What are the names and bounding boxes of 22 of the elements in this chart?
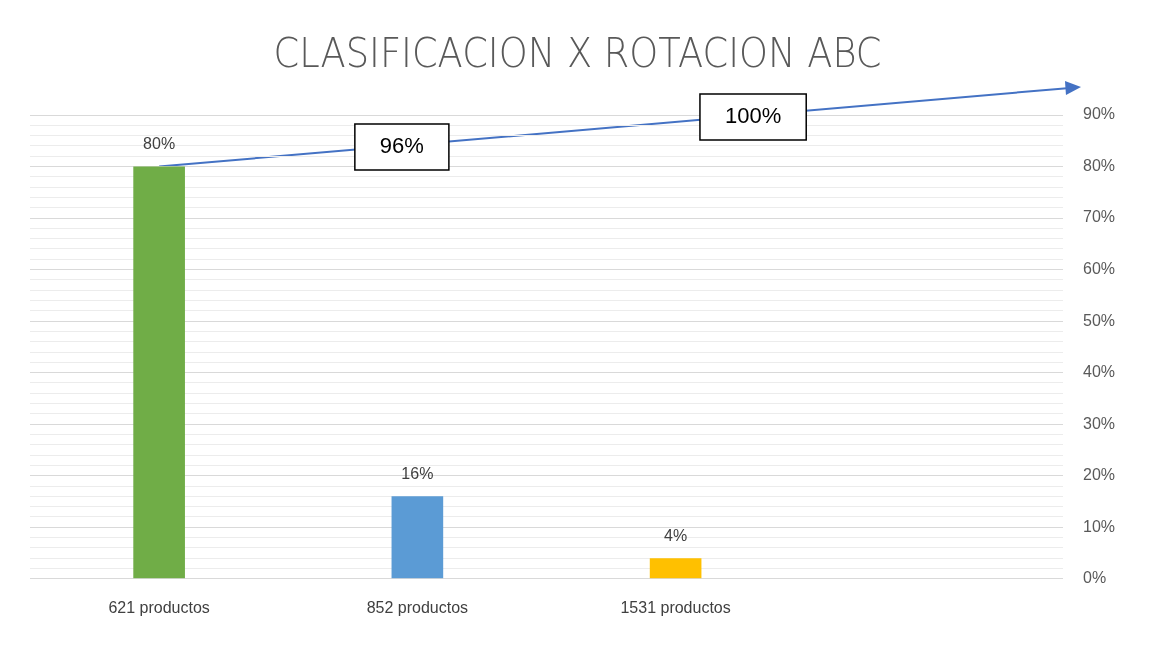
y-tick-label: 90% bbox=[1082, 105, 1116, 123]
data-label: 16% bbox=[401, 464, 434, 482]
y-tick-label: 50% bbox=[1082, 311, 1116, 329]
y-tick-label: 30% bbox=[1082, 414, 1116, 432]
x-tick-label: 621 productos bbox=[108, 598, 210, 616]
annotation: 100% bbox=[724, 103, 782, 129]
bar bbox=[133, 166, 185, 579]
y-tick-label: 10% bbox=[1082, 517, 1116, 535]
y-tick-label: 20% bbox=[1082, 466, 1116, 484]
y-tick-label: 60% bbox=[1082, 260, 1116, 278]
y-tick-label: 80% bbox=[1082, 156, 1116, 174]
x-tick-label: 852 productos bbox=[366, 598, 469, 616]
y-tick-label: 70% bbox=[1082, 208, 1116, 226]
annotation: 96% bbox=[379, 133, 424, 159]
bar bbox=[649, 558, 702, 579]
bar bbox=[391, 496, 444, 579]
y-tick-label: 0% bbox=[1082, 569, 1107, 587]
chart-title: CLASIFICACION X ROTACION ABC bbox=[272, 30, 883, 76]
y-tick-label: 40% bbox=[1082, 363, 1116, 381]
data-label: 4% bbox=[664, 526, 688, 544]
x-tick-label: 1531 productos bbox=[620, 598, 731, 616]
data-label: 80% bbox=[143, 134, 176, 152]
